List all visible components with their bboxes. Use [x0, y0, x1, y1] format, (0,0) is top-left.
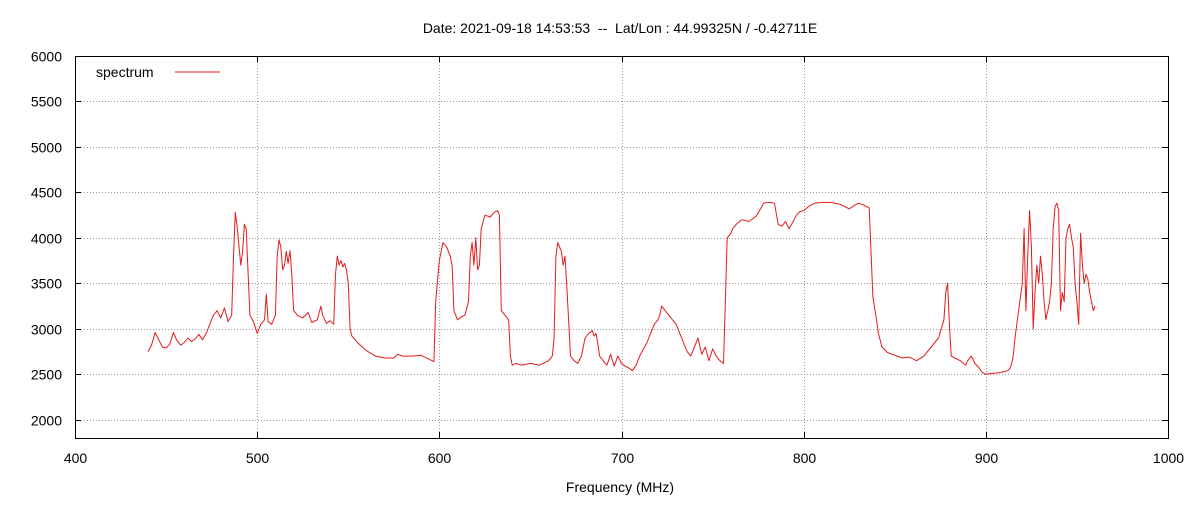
- legend-label: spectrum: [96, 64, 154, 80]
- y-tick-label: 2500: [31, 367, 62, 383]
- y-tick-label: 3000: [31, 322, 62, 338]
- grid-lines: [75, 56, 1168, 438]
- y-tick-label: 4000: [31, 231, 62, 247]
- x-axis-label: Frequency (MHz): [566, 479, 674, 495]
- y-tick-label: 3500: [31, 276, 62, 292]
- axis-ticks: 400 500 600 700 800 900 1000 2000 2500 3000 3500 40…: [31, 49, 1184, 467]
- x-tick-label: 700: [611, 450, 635, 466]
- x-tick-label: 1000: [1153, 450, 1184, 466]
- legend: spectrum: [96, 64, 220, 80]
- spectrum-series-line: [147, 201, 1096, 375]
- y-tick-label: 5500: [31, 94, 62, 110]
- x-tick-label: 500: [246, 450, 270, 466]
- y-tick-label: 5000: [31, 140, 62, 156]
- x-tick-label: 800: [793, 450, 817, 466]
- x-tick-label: 600: [428, 450, 452, 466]
- chart-title: Date: 2021-09-18 14:53:53 -- Lat/Lon : 4…: [423, 20, 817, 36]
- series-layer: [147, 201, 1096, 375]
- y-tick-label: 4500: [31, 185, 62, 201]
- x-tick-label: 400: [64, 450, 88, 466]
- x-tick-label: 900: [975, 450, 999, 466]
- y-tick-label: 2000: [31, 413, 62, 429]
- y-tick-label: 6000: [31, 49, 62, 65]
